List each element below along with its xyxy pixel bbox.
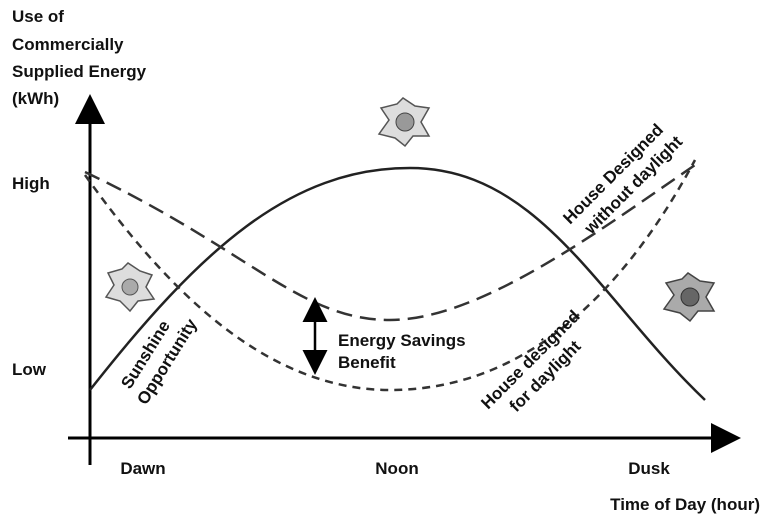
y-tick-label: High — [12, 174, 50, 193]
x-tick-label: Noon — [375, 459, 418, 478]
x-label: Time of Day (hour) — [610, 495, 760, 514]
y-label: (kWh) — [12, 89, 59, 108]
annotation: Energy Savings — [338, 331, 466, 350]
annotation: Benefit — [338, 353, 396, 372]
diagram: Use of Commercially Supplied Energy (kWh… — [0, 0, 766, 519]
y-label: Commercially — [12, 35, 124, 54]
y-label: Supplied Energy — [12, 62, 147, 81]
y-tick-label: Low — [12, 360, 47, 379]
x-tick-label: Dawn — [120, 459, 165, 478]
x-tick-label: Dusk — [628, 459, 670, 478]
y-label: Use of — [12, 7, 64, 26]
